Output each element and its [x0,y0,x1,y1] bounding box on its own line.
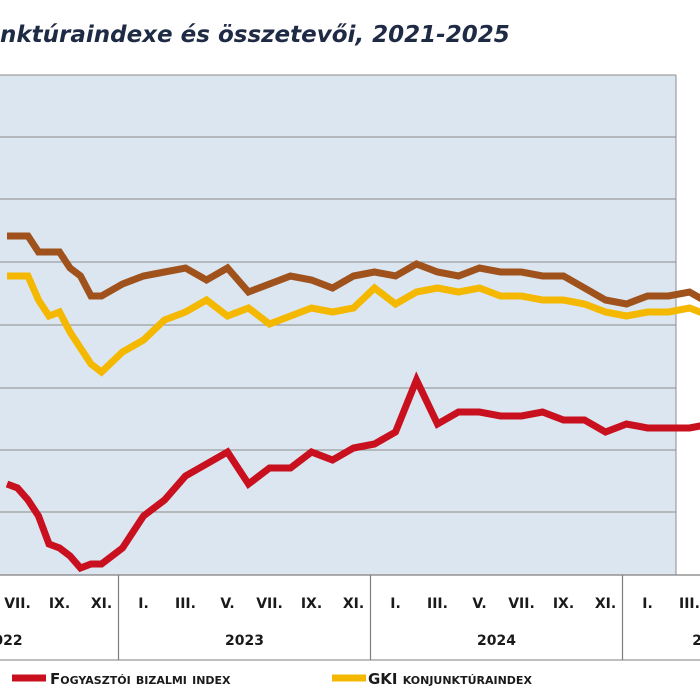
x-tick-label: III. [679,596,700,612]
x-tick-label: IX. [301,596,322,612]
x-tick-label: XI. [595,596,616,612]
grid-lines [0,74,677,575]
x-tick-label: I. [642,596,653,612]
x-tick-label: VII. [256,596,283,612]
year-label: 2023 [225,633,264,649]
legend: Fogyasztói bizalmi index GKI konjunktúrai… [12,670,532,688]
chart-title: nktúraindexe és összetevői, 2021-2025 [0,22,510,48]
series-line-1 [7,272,700,377]
x-tick-label: IX. [49,596,70,612]
series-line-2 [5,371,700,573]
series-lines [5,232,700,573]
x-tick-label: III. [175,596,196,612]
legend-label-1: GKI konjunktúraindex [368,670,532,688]
x-tick-label: III. [427,596,448,612]
x-tick-label: XI. [91,596,112,612]
x-tick-label: IX. [553,596,574,612]
x-tick-label: I. [390,596,401,612]
x-tick-label: VII. [4,596,31,612]
series-line-0 [7,232,700,308]
x-tick-label: V. [472,596,486,612]
x-tick-label: XI. [343,596,364,612]
legend-label-0: Fogyasztói bizalmi index [50,670,231,688]
year-label: 2024 [477,633,516,649]
year-label: 022 [0,633,23,649]
x-axis: VII. IX. XI. I. III. V. VII. IX. XI. I. III. V. VII.… [0,574,700,661]
year-label: 2025 [692,633,700,649]
x-tick-label: I. [138,596,149,612]
x-tick-label: V. [220,596,234,612]
x-tick-label: VII. [508,596,535,612]
